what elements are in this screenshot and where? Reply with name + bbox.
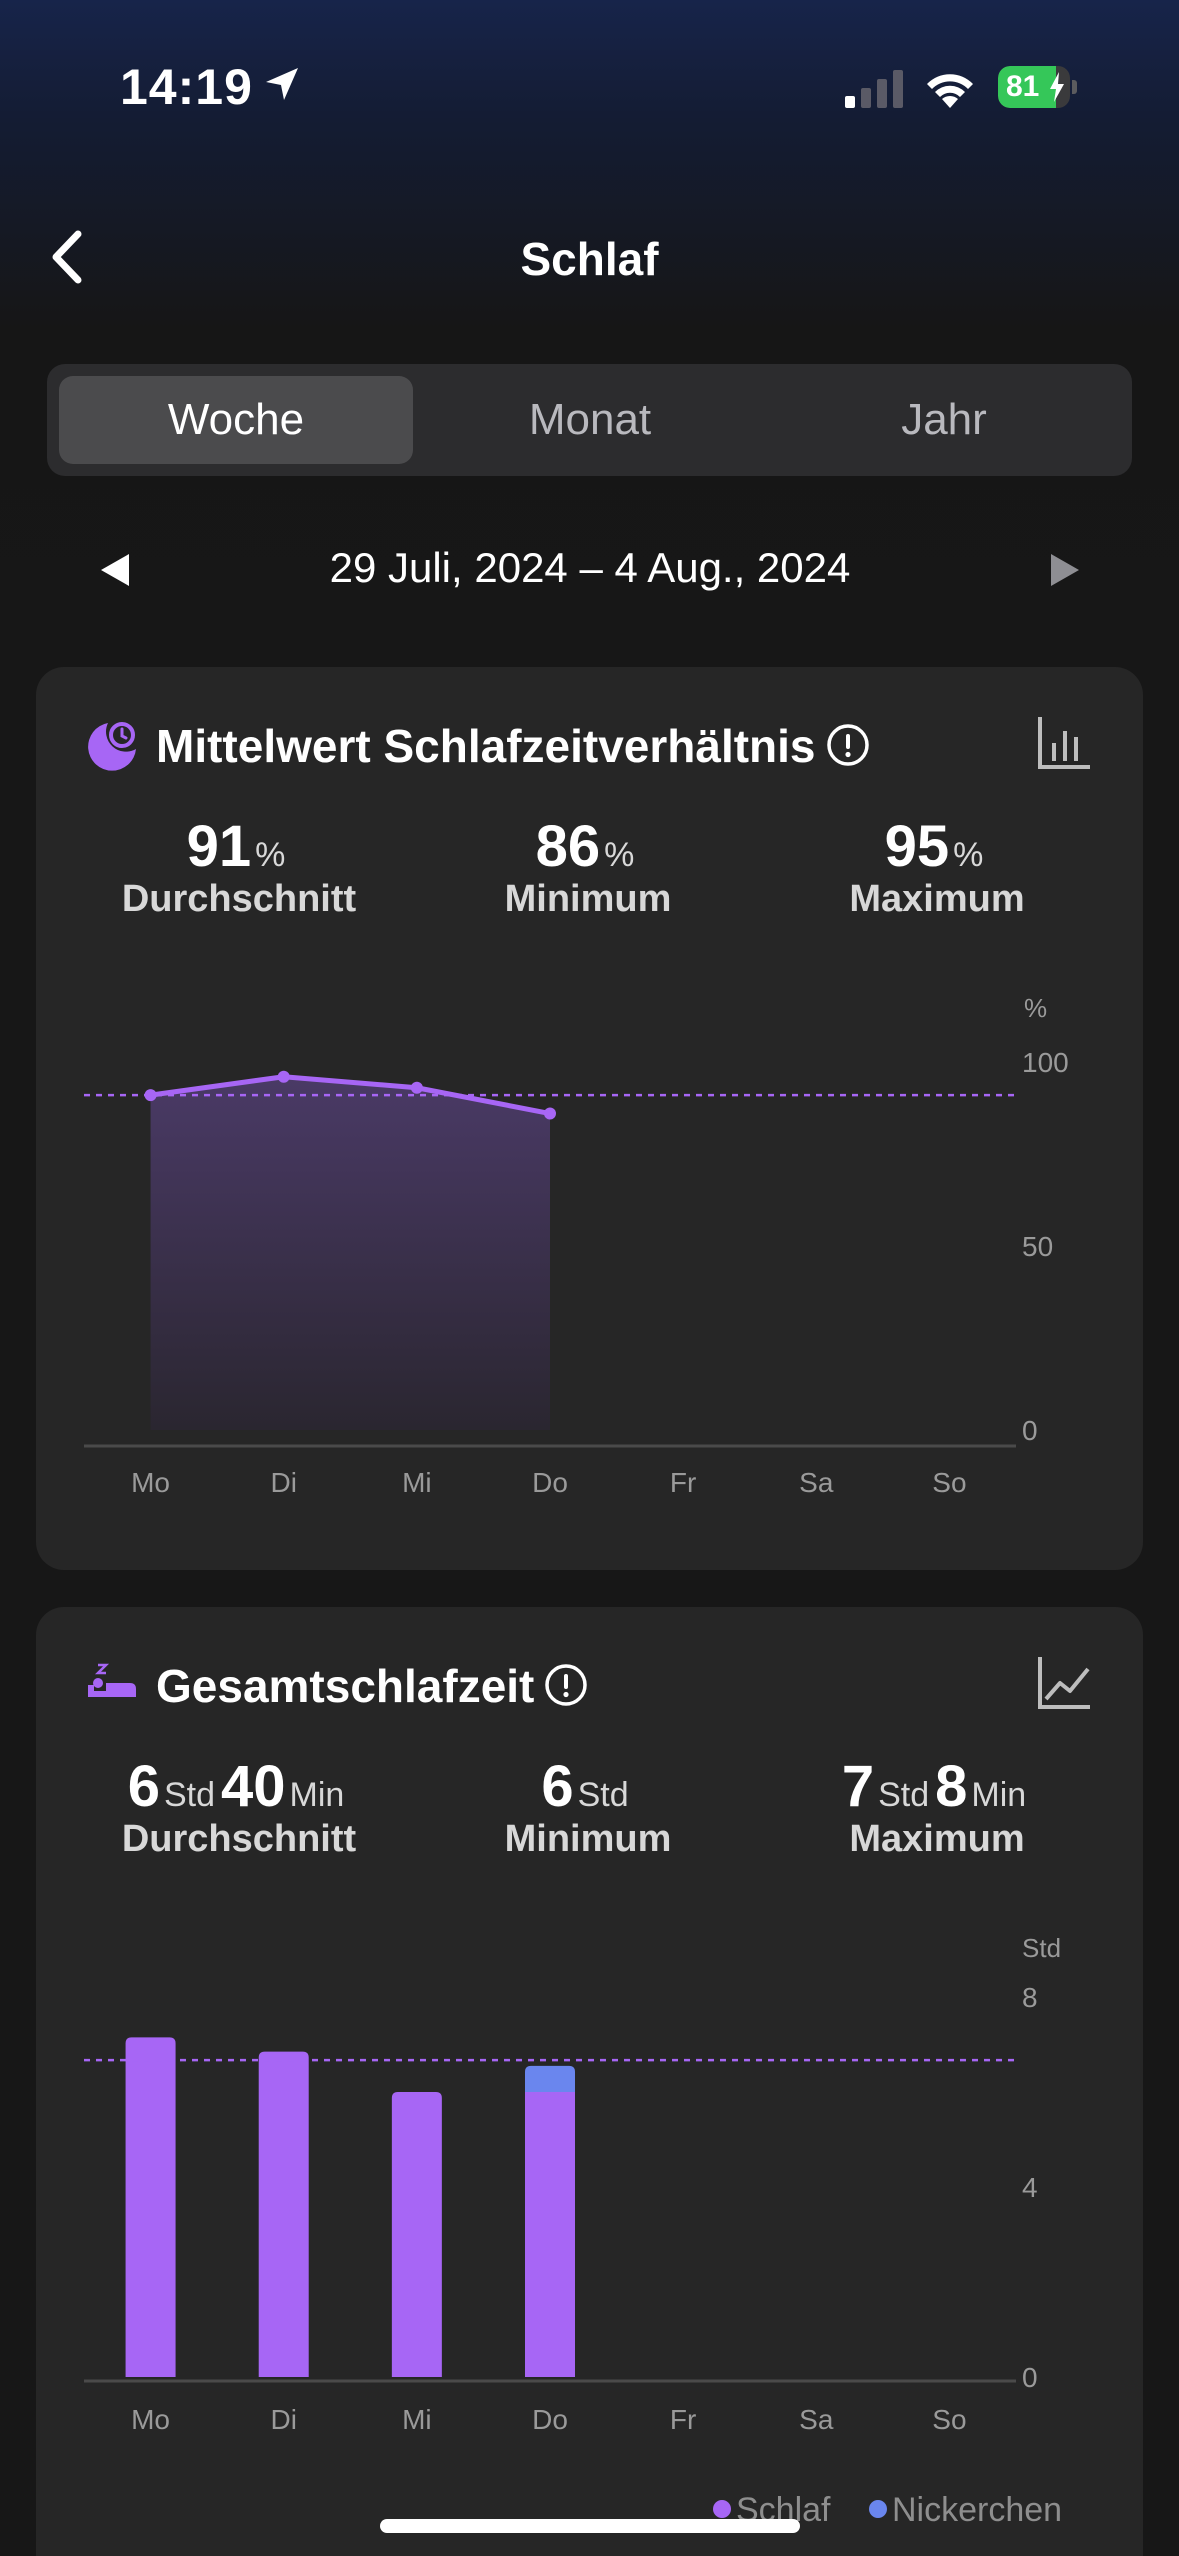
x-tick-label: Mi — [402, 2404, 432, 2435]
ratio-minimum-unit: % — [604, 836, 635, 874]
bar-schlaf — [258, 2051, 309, 2377]
info-icon[interactable] — [826, 723, 870, 767]
data-point — [410, 1081, 423, 1094]
total-maximum-minutes: 8 — [935, 1754, 968, 1819]
status-time: 14:19 — [120, 59, 253, 115]
x-tick-label: Fr — [670, 2404, 696, 2435]
total-average-hours-unit: Std — [163, 1776, 215, 1814]
ratio-average-label: Durchschnitt — [121, 878, 357, 920]
sleep-ratio-title: Mittelwert Schlafzeitverhältnis — [156, 720, 816, 772]
back-chevron-icon[interactable] — [40, 222, 100, 292]
sleeping-person-icon — [88, 1663, 136, 1697]
status-bar: 14:19 81 — [0, 0, 1179, 170]
series-line — [150, 1074, 551, 1116]
bar-chart-toggle-icon[interactable] — [1032, 711, 1096, 775]
total-average-hours: 6 — [127, 1754, 160, 1819]
total-average: 6 Std 40 Min Durchschnitt — [89, 1753, 389, 1861]
data-point — [277, 1070, 290, 1083]
legend-dot-nickerchen — [869, 2500, 887, 2518]
x-tick-label: So — [932, 2404, 966, 2435]
battery-indicator: 81 — [998, 66, 1078, 108]
x-tick-label: Mo — [131, 1467, 170, 1498]
ratio-maximum: 95% Maximum — [787, 813, 1087, 921]
tab-week[interactable]: Woche — [59, 376, 413, 464]
total-maximum-hours: 7 — [841, 1754, 875, 1819]
y-tick-label: 0 — [1022, 1415, 1038, 1446]
tab-month[interactable]: Monat — [528, 395, 652, 444]
line-chart-toggle-icon[interactable] — [1032, 1651, 1096, 1715]
sleep-ratio-line-chart: % 100 50 0 Mo Di Mi Do Fr Sa So — [84, 993, 1069, 1498]
total-minimum: 6 Std Minimum — [438, 1753, 738, 1861]
x-tick-label: Di — [270, 1467, 296, 1498]
tab-year[interactable]: Jahr — [901, 395, 987, 444]
cellular-signal-icon — [845, 70, 903, 108]
y-tick-label: 4 — [1022, 2172, 1038, 2203]
total-average-minutes-unit: Min — [289, 1776, 345, 1814]
y-axis-unit: % — [1024, 993, 1047, 1023]
page-title: Schlaf — [520, 233, 659, 285]
ratio-minimum-label: Minimum — [504, 878, 672, 920]
home-indicator — [380, 2519, 800, 2533]
x-tick-label: Sa — [799, 1467, 834, 1498]
x-tick-label: Do — [532, 1467, 568, 1498]
total-average-label: Durchschnitt — [121, 1818, 357, 1860]
series-area — [150, 1076, 551, 1430]
ratio-minimum-value: 86 — [535, 814, 601, 879]
total-maximum-label: Maximum — [849, 1818, 1025, 1860]
info-icon[interactable] — [544, 1663, 588, 1707]
period-segmented-control: Woche Monat Jahr — [47, 364, 1132, 476]
total-maximum-minutes-unit: Min — [971, 1776, 1027, 1814]
ratio-average: 91% Durchschnitt — [89, 813, 389, 921]
y-tick-label: 100 — [1022, 1047, 1069, 1078]
date-range-label: 29 Juli, 2024 – 4 Aug., 2024 — [329, 544, 851, 591]
previous-period-icon[interactable] — [95, 550, 135, 590]
total-maximum: 7 Std 8 Min Maximum — [787, 1753, 1087, 1861]
next-period-icon[interactable] — [1045, 550, 1085, 590]
y-tick-label: 50 — [1022, 1231, 1053, 1262]
wifi-icon — [927, 74, 973, 108]
total-minimum-hours: 6 — [541, 1754, 574, 1819]
battery-percent: 81 — [1006, 70, 1040, 103]
data-point — [144, 1089, 157, 1102]
y-tick-label: 0 — [1022, 2362, 1038, 2393]
total-sleep-card: Gesamtschlafzeit 6 Std 40 Min Durchschnitt … — [36, 1607, 1143, 2556]
data-point — [544, 1107, 556, 1120]
ratio-average-unit: % — [255, 836, 286, 874]
total-minimum-hours-unit: Std — [577, 1776, 629, 1814]
total-sleep-title: Gesamtschlafzeit — [156, 1660, 535, 1712]
ratio-average-value: 91 — [186, 814, 252, 879]
ratio-maximum-label: Maximum — [849, 878, 1025, 920]
charging-bolt-icon — [1050, 72, 1064, 102]
location-arrow-icon — [266, 68, 298, 100]
ratio-maximum-unit: % — [953, 836, 984, 874]
x-tick-label: Sa — [799, 2404, 834, 2435]
x-tick-label: Mi — [402, 1467, 432, 1498]
x-tick-label: So — [932, 1467, 966, 1498]
bar-schlaf — [125, 2037, 176, 2377]
total-average-minutes: 40 — [221, 1754, 286, 1819]
total-minimum-label: Minimum — [504, 1818, 672, 1860]
bar-schlaf — [525, 2092, 575, 2377]
y-tick-label: 8 — [1022, 1982, 1038, 2013]
legend-dot-schlaf — [713, 2500, 731, 2518]
total-maximum-hours-unit: Std — [878, 1776, 930, 1814]
bar-schlaf — [391, 2092, 442, 2377]
y-axis-unit: Std — [1022, 1933, 1061, 1963]
x-tick-label: Do — [532, 2404, 568, 2435]
legend-label-nickerchen: Nickerchen — [892, 2491, 1062, 2529]
x-tick-label: Fr — [670, 1467, 696, 1498]
date-range-navigator: 29 Juli, 2024 – 4 Aug., 2024 — [60, 530, 1120, 610]
ratio-maximum-value: 95 — [884, 814, 950, 879]
x-tick-label: Mo — [131, 2404, 170, 2435]
moon-clock-icon — [88, 722, 136, 771]
ratio-minimum: 86% Minimum — [438, 813, 738, 921]
bar-nickerchen — [525, 2065, 575, 2092]
sleep-ratio-card: Mittelwert Schlafzeitverhältnis 91% Durc… — [36, 667, 1143, 1570]
x-tick-label: Di — [270, 2404, 296, 2435]
